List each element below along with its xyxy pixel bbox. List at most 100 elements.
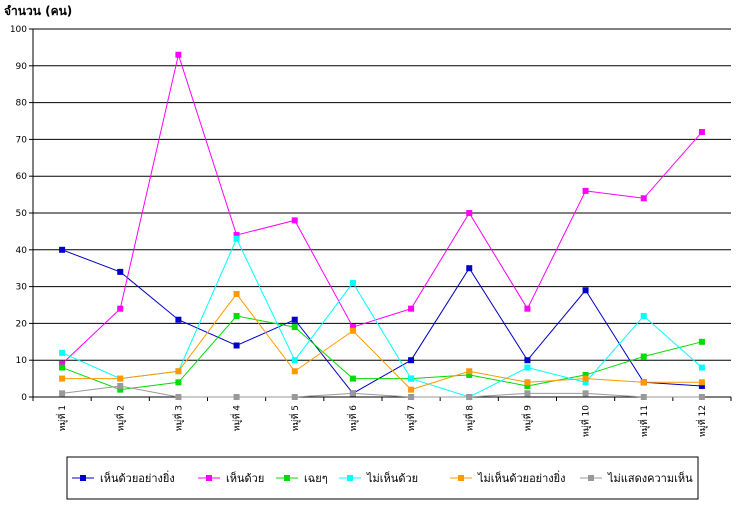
data-point xyxy=(349,390,356,397)
legend-label: ไม่แสดงความเห็น xyxy=(607,471,693,485)
x-tick-label: หมู่ที่ 8 xyxy=(462,405,475,432)
data-point xyxy=(59,375,66,382)
data-point xyxy=(117,375,124,382)
data-point xyxy=(291,217,298,224)
axes: 0 10 20 30 40 50 60 70 80 90 100 หมู่ที่ 1 หมู่ที่ 2… xyxy=(10,25,732,437)
series-2 xyxy=(59,51,705,367)
legend-entry: เห็นด้วย xyxy=(198,471,264,485)
data-point xyxy=(640,379,647,386)
y-tick-label: 10 xyxy=(16,356,28,366)
data-point xyxy=(59,364,66,371)
x-tick-label: หมู่ที่ 3 xyxy=(171,405,184,431)
data-point xyxy=(408,386,415,393)
legend-swatch-marker xyxy=(80,475,86,481)
data-point xyxy=(524,382,531,389)
series-line xyxy=(62,385,702,398)
y-tick-label: 80 xyxy=(16,99,28,109)
series-5 xyxy=(59,290,705,393)
legend-entry: เห็นด้วยอย่างยิ่ง xyxy=(72,470,175,485)
data-point xyxy=(524,357,531,364)
data-point xyxy=(698,379,705,386)
legend-label: เห็นด้วย xyxy=(226,471,264,485)
y-tick-label: 60 xyxy=(16,172,28,182)
data-point xyxy=(698,338,705,345)
data-point xyxy=(175,379,182,386)
data-point xyxy=(698,364,705,371)
data-point xyxy=(582,375,589,382)
legend-label: ไม่เห็นด้วย xyxy=(366,471,418,485)
data-point xyxy=(640,195,647,202)
data-point xyxy=(175,394,182,400)
data-point xyxy=(349,279,356,286)
legend-label: ไม่เห็นด้วยอย่างยิ่ง xyxy=(477,470,566,485)
data-point xyxy=(59,349,66,356)
data-point xyxy=(582,390,589,397)
y-tick-label: 0 xyxy=(21,393,27,403)
series-line xyxy=(61,315,703,391)
data-point xyxy=(582,187,589,194)
legend-label: เฉยๆ xyxy=(304,472,328,485)
x-tick-label: หมู่ที่ 10 xyxy=(579,405,592,437)
data-point xyxy=(466,394,473,400)
x-tick-label: หมู่ที่ 9 xyxy=(520,405,533,432)
y-tick-label: 100 xyxy=(10,25,27,35)
data-point xyxy=(59,390,66,397)
x-tick-label: หมู่ที่ 7 xyxy=(404,405,417,431)
data-point xyxy=(291,316,298,323)
data-point xyxy=(349,327,356,334)
data-point xyxy=(233,235,240,242)
data-point xyxy=(117,268,124,275)
grid xyxy=(33,28,731,398)
data-point xyxy=(408,394,415,400)
data-point xyxy=(291,324,298,331)
data-point xyxy=(117,386,124,393)
data-point xyxy=(175,51,182,58)
data-point xyxy=(466,368,473,375)
data-point xyxy=(408,357,415,364)
data-point xyxy=(640,313,647,320)
series xyxy=(59,51,705,400)
data-point xyxy=(524,305,531,312)
legend-entry: เฉยๆ xyxy=(276,472,328,485)
series-6 xyxy=(59,382,705,400)
data-point xyxy=(291,357,298,364)
legend-swatch-marker xyxy=(588,475,594,481)
data-point xyxy=(59,360,66,367)
legend-swatch-marker xyxy=(206,475,212,481)
x-tick-label: หมู่ที่ 6 xyxy=(346,405,359,432)
data-point xyxy=(524,379,531,386)
data-point xyxy=(349,324,356,331)
data-point xyxy=(291,368,298,375)
legend-swatch-marker xyxy=(347,475,353,481)
x-tick-label: หมู่ที่ 11 xyxy=(637,405,650,437)
y-axis-label: จำนวน (คน) xyxy=(4,4,72,18)
data-point xyxy=(175,316,182,323)
y-tick-label: 20 xyxy=(16,319,28,329)
series-1 xyxy=(59,246,705,397)
data-point xyxy=(233,342,240,349)
data-point xyxy=(233,232,240,239)
x-tick-label: หมู่ที่ 4 xyxy=(230,405,243,432)
data-point xyxy=(349,375,356,382)
legend-entry: ไม่แสดงความเห็น xyxy=(580,471,693,485)
y-tick-label: 30 xyxy=(16,283,28,293)
x-tick-label: หมู่ที่ 2 xyxy=(113,405,126,431)
x-tick-label: หมู่ที่ 12 xyxy=(695,405,708,437)
data-point xyxy=(233,290,240,297)
legend-swatch-marker xyxy=(458,475,464,481)
data-point xyxy=(466,265,473,272)
series-line xyxy=(61,249,702,394)
data-point xyxy=(698,394,705,400)
y-tick-label: 90 xyxy=(16,62,28,72)
data-point xyxy=(640,394,647,400)
x-tick-label: หมู่ที่ 1 xyxy=(55,405,68,431)
data-point xyxy=(175,368,182,375)
data-point xyxy=(408,305,415,312)
series-line xyxy=(62,293,702,391)
data-point xyxy=(408,375,415,382)
y-tick-label: 50 xyxy=(16,209,28,219)
data-point xyxy=(117,305,124,312)
data-point xyxy=(291,394,298,400)
data-point xyxy=(640,353,647,360)
